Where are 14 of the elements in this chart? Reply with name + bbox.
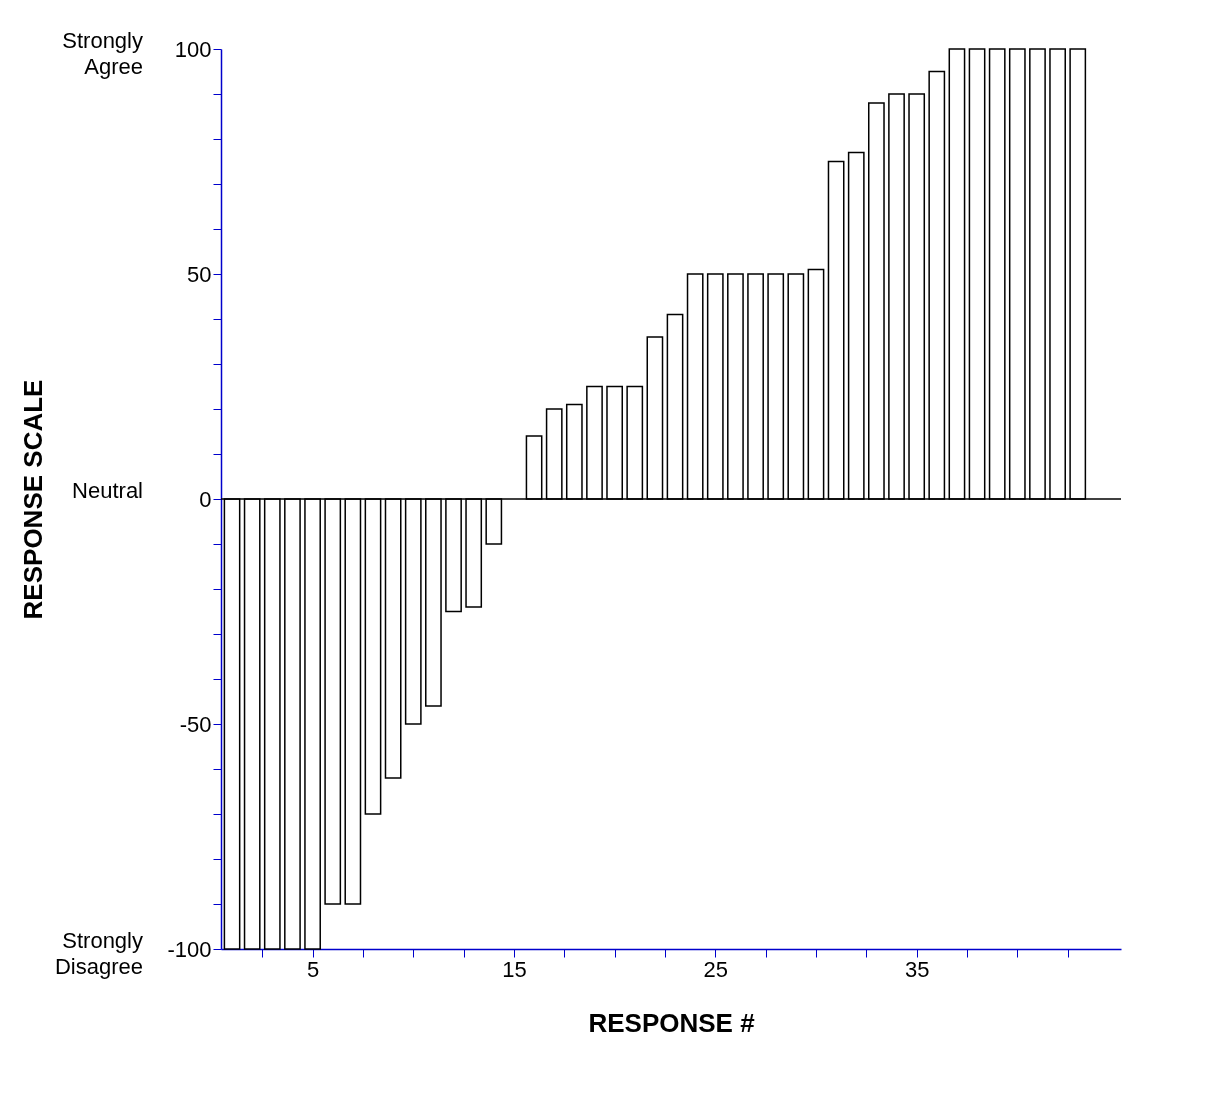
x-tick-label: 35 (904, 956, 930, 982)
x-axis-title: RESPONSE # (588, 1007, 756, 1038)
y-axis-title: RESPONSE SCALE (18, 379, 49, 620)
text: Strongly Agree (62, 28, 143, 79)
y-tick-label: 100 (174, 36, 212, 62)
y-tick-label: 0 (199, 486, 212, 512)
y-tick-label: -50 (179, 711, 212, 737)
y-tick-label: 50 (187, 261, 212, 287)
x-tick-label: 15 (502, 956, 527, 982)
y-tick-label: -100 (167, 936, 212, 962)
text: Strongly Disagree (54, 928, 143, 979)
x-tick-label: 25 (703, 956, 729, 982)
text: Neutral (72, 478, 143, 503)
x-tick-label: 5 (306, 956, 320, 982)
